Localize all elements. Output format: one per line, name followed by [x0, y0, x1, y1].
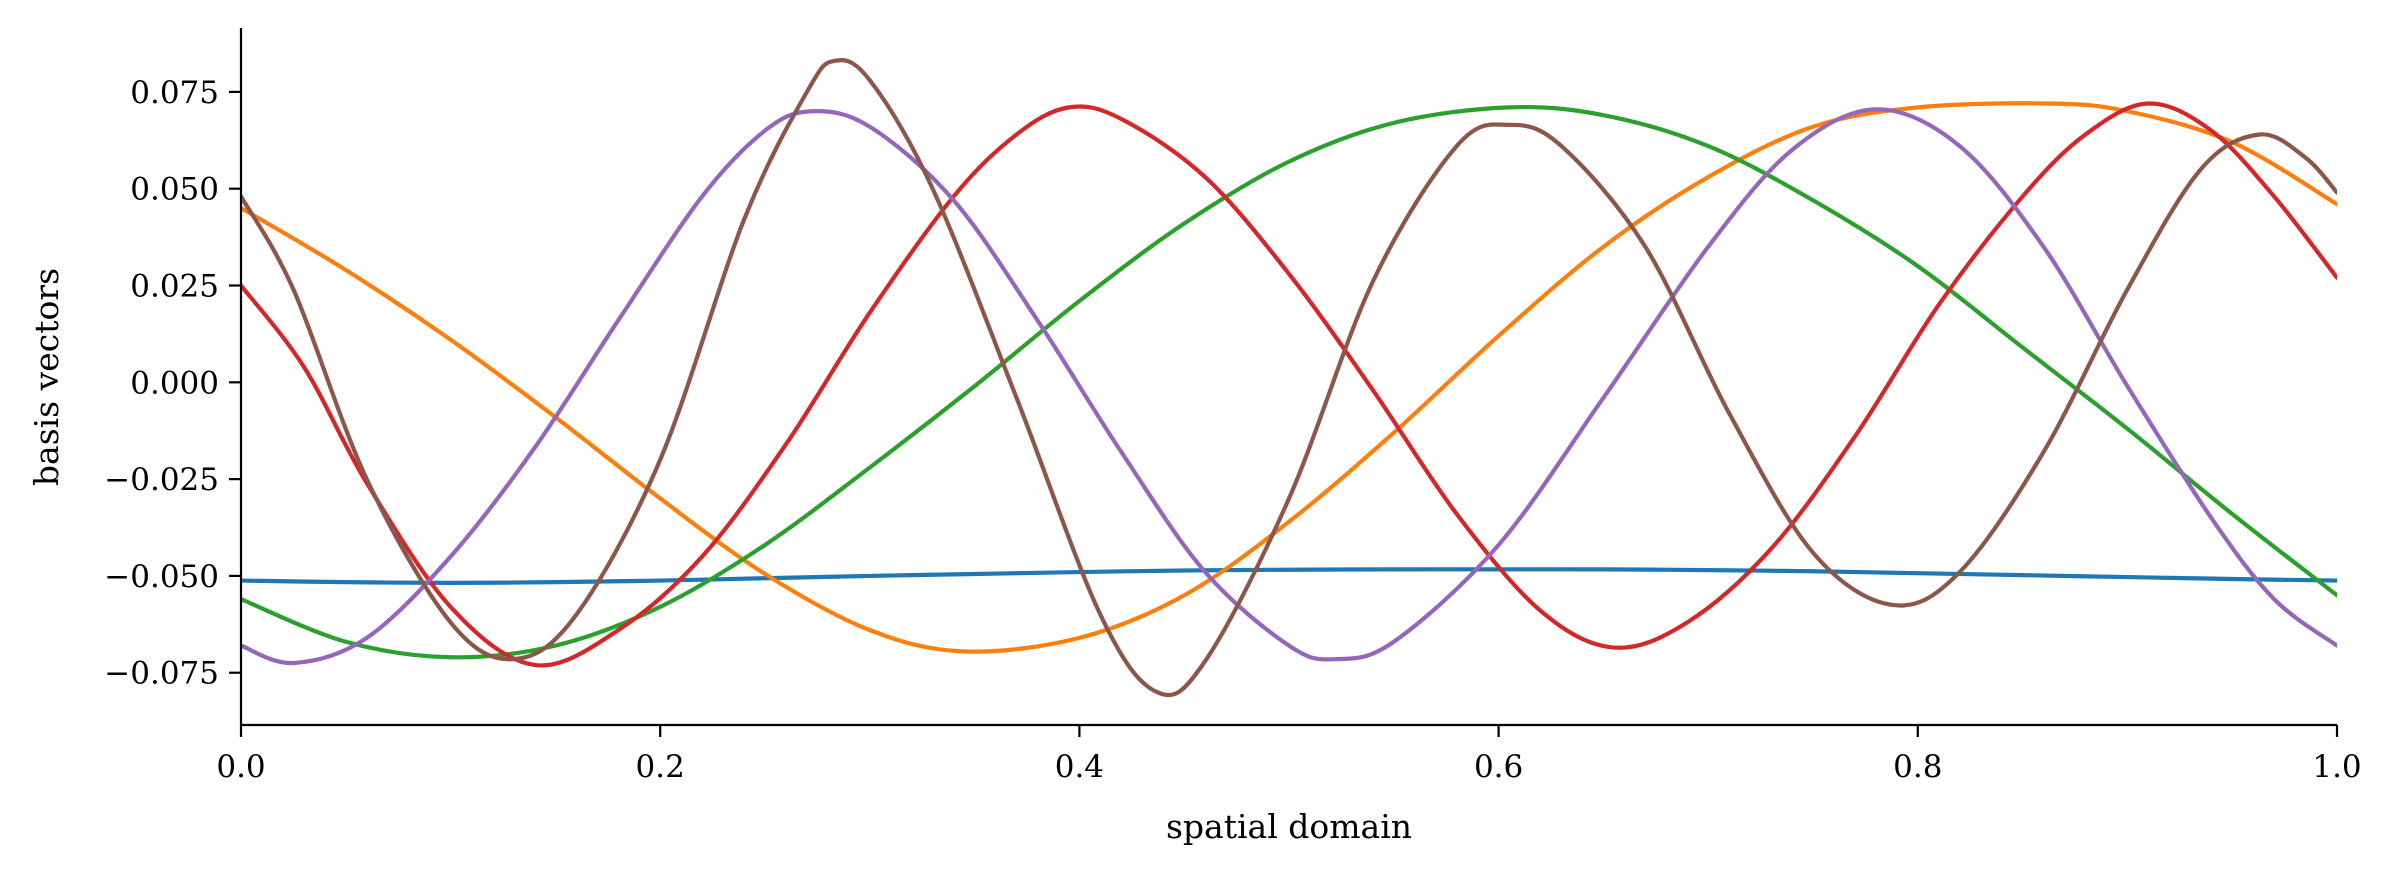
x-tick-label-4: 0.8	[1893, 749, 1942, 785]
series-line-4	[241, 101, 2337, 668]
y-tick-label-6: −0.075	[104, 656, 219, 692]
y-tick-label-2: 0.025	[130, 269, 219, 305]
x-tick-label-3: 0.6	[1474, 749, 1523, 785]
series-layer	[241, 58, 2337, 698]
series-line-5	[241, 107, 2337, 666]
x-tick-label-5: 1.0	[2312, 749, 2361, 785]
y-tick-label-4: −0.025	[104, 462, 219, 498]
y-axis-label: basis vectors	[27, 268, 66, 486]
y-axis-ticks: 0.075 0.050 0.025 0.000 −0.025 −0.050 −0.075	[104, 75, 241, 692]
y-tick-label-1: 0.050	[130, 172, 219, 208]
x-tick-label-0: 0.0	[216, 749, 265, 785]
y-tick-label-3: 0.000	[130, 365, 219, 401]
x-axis-label: spatial domain	[1166, 807, 1412, 846]
y-tick-label-5: −0.050	[104, 559, 219, 595]
series-line-6	[241, 58, 2337, 698]
series-line-2	[241, 101, 2337, 654]
series-line-3	[241, 104, 2337, 660]
series-line-1	[241, 567, 2337, 585]
x-tick-label-1: 0.2	[636, 749, 685, 785]
x-axis-ticks: 0.0 0.2 0.4 0.6 0.8 1.0	[216, 725, 2362, 785]
x-tick-label-2: 0.4	[1055, 749, 1104, 785]
y-tick-label-0: 0.075	[130, 75, 219, 111]
